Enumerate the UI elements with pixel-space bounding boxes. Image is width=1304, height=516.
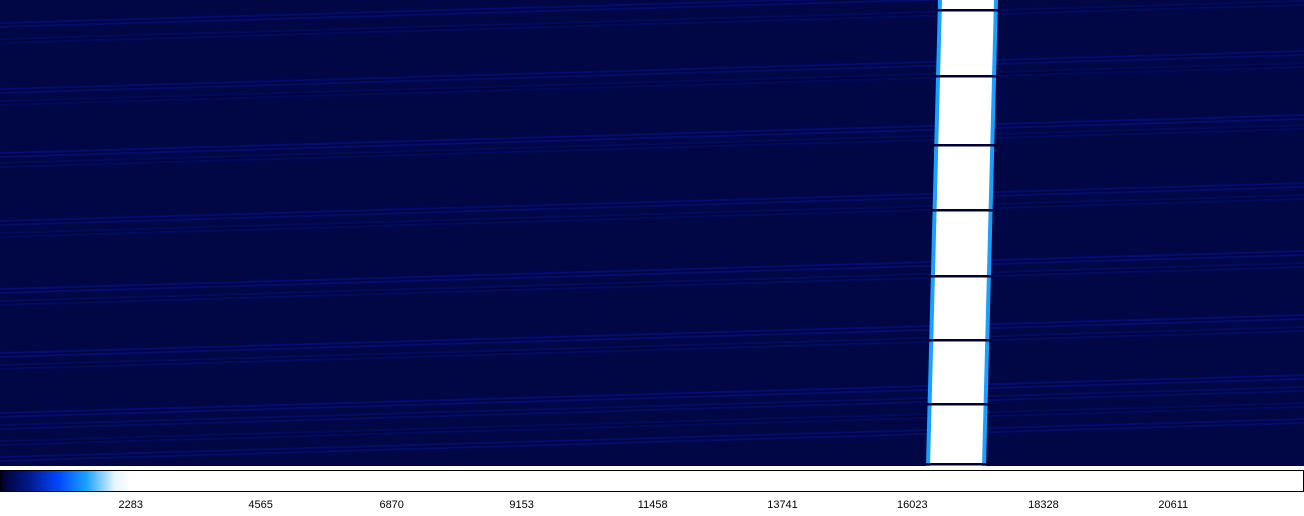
colorbar-tick-label: 6870 <box>379 499 404 511</box>
colorbar-tick-labels: 2283 4565 6870 9153 11458 13741 16023 18328 2061… <box>0 497 1304 516</box>
heatmap-streak-line <box>0 64 1304 104</box>
band-gap <box>927 339 992 342</box>
band-gap <box>928 275 993 278</box>
heatmap-streak <box>0 0 961 28</box>
heatmap-streak-line <box>0 2 1304 42</box>
colorbar-tick-label: 20611 <box>1158 499 1189 511</box>
heatmap-streak-line <box>0 264 1304 304</box>
band-core <box>930 0 994 466</box>
colorbar-tick-label: 11458 <box>637 499 668 511</box>
colorbar-tick-label: 9153 <box>509 499 534 511</box>
heatmap-streak-line <box>0 316 1304 356</box>
colorbar-tick-label: 16023 <box>897 499 928 511</box>
band-gap <box>930 209 995 212</box>
band-gap <box>935 9 1000 12</box>
colorbar-tick-label: 4565 <box>248 499 273 511</box>
heatmap-streak-line <box>0 420 1304 460</box>
heatmap-plot <box>0 0 1304 466</box>
heatmap-streak-line <box>0 252 1304 292</box>
heatmap-band-gaps <box>924 9 1000 466</box>
band-gap <box>925 403 990 406</box>
band-gap <box>934 75 998 78</box>
heatmap-streak-line <box>0 0 884 26</box>
colorbar <box>0 470 1304 492</box>
heatmap-streak-line <box>0 388 1304 428</box>
heatmap-streak-line <box>0 116 1304 156</box>
heatmap-streak-line <box>0 52 1304 92</box>
heatmap-streak-line <box>0 126 1304 166</box>
heatmap-streak-line <box>0 184 1304 224</box>
colorbar-tick-label: 18328 <box>1028 499 1059 511</box>
colorbar-tick-label: 13741 <box>767 499 798 511</box>
heatmap-streak-line <box>0 376 1304 416</box>
heatmap-streak-line <box>0 404 1304 444</box>
band-gap <box>924 463 989 466</box>
band-gap <box>932 144 997 147</box>
heatmap-streak-line <box>0 196 1304 236</box>
heatmap-background <box>0 0 1304 466</box>
heatmap-bright-band <box>926 0 998 466</box>
colorbar-tick-label: 2283 <box>118 499 144 511</box>
heatmap-streak-line <box>0 328 1304 368</box>
colorbar-gradient <box>1 471 1303 491</box>
